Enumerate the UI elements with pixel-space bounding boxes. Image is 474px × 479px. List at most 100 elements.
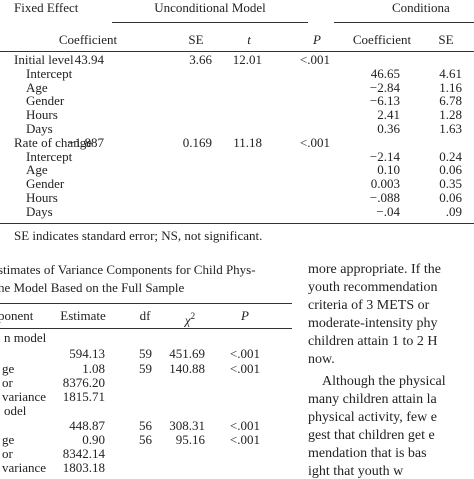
row-label: or [2,446,13,461]
cell: 448.87 [69,418,105,433]
text-line: physical activity, few e [308,410,437,425]
column-header: SE [438,32,454,47]
row-label: or [2,375,13,390]
row-label: ge [2,432,15,447]
cell: 8376.20 [62,375,105,390]
cell: 1.16 [439,79,462,95]
cell: .09 [445,203,462,219]
cell: 0.10 [377,162,400,178]
cell: 56 [139,432,152,447]
text-line: Although the physical [322,374,446,389]
cell: <.001 [229,346,260,361]
section-label: odel [4,403,27,418]
cell: 0.90 [82,432,105,447]
cell: 56 [139,418,152,433]
cell: 95.16 [175,432,205,447]
cell: −2.14 [369,148,400,164]
footnote: SE indicates standard error; NS, not sig… [14,228,263,243]
row-label: Initial level [14,52,74,67]
cell: 1.28 [439,107,462,123]
column-header: Coefficient [58,32,118,47]
cell: −1.887 [67,134,104,150]
cell: 8342.14 [62,446,105,461]
column-header: Coefficient [352,32,412,47]
cell: −2.84 [369,79,400,95]
cell: 0.06 [439,162,462,178]
cell: 0.169 [182,134,212,150]
rule [334,22,474,23]
cell: 1.08 [82,361,105,376]
text-line: more appropriate. If the [308,262,441,277]
row-label: Rate of change [14,134,92,150]
column-header: χ2 [184,311,196,328]
cell: <.001 [229,432,260,447]
cell: 0.06 [439,190,462,205]
cell: 0.36 [377,121,400,136]
row-label: Gender [26,176,65,192]
cell: 451.69 [169,346,205,361]
row-label: Days [26,203,53,219]
rule [0,223,474,224]
text-line: now. [308,352,335,367]
column-header: Unconditional Model [154,0,266,15]
column-header: P [241,308,249,323]
cell: 308.31 [169,418,205,433]
rule [112,22,308,23]
row-label: variance [2,460,47,475]
row-label: Intercept [26,148,73,164]
text-line: mendation that is bas [308,446,427,461]
cell: 3.66 [189,52,212,67]
superscript: 2 [190,311,196,321]
row-label: Hours [26,190,58,205]
cell: 0.003 [370,176,400,192]
text-line: gest that children get e [308,428,435,443]
text-line: moderate-intensity phy [308,316,438,331]
cell: <.001 [299,134,330,150]
text-line: many children attain la [308,392,437,407]
column-header: Estimate [60,308,106,323]
table-caption: he Model Based on the Full Sample [0,280,185,295]
cell: 4.61 [439,65,462,81]
cell: 0.24 [439,148,462,164]
cell: 2.41 [377,107,400,123]
rule [0,328,292,329]
cell: <.001 [229,418,260,433]
cell: <.001 [299,52,330,67]
cell: 59 [139,346,152,361]
text-line: children attain 1 to 2 H [308,334,438,349]
cell: −.04 [376,203,400,219]
cell: <.001 [229,361,260,376]
column-header: df [139,308,151,323]
cell: 0.35 [439,176,462,192]
column-header: SE [188,32,204,47]
cell: −.088 [369,190,400,205]
row-label: Hours [26,107,58,123]
cell: 43.94 [74,52,104,67]
cell: 12.01 [232,52,262,67]
column-header: P [313,32,321,47]
column-header: Conditiona [392,0,450,15]
rule [0,51,474,52]
column-header: ponent [0,308,34,323]
row-label: ge [2,361,15,376]
table-caption: stimates of Variance Components for Chil… [0,262,256,277]
cell: 1815.71 [62,389,105,404]
cell: 6.78 [439,93,462,109]
cell: 140.88 [169,361,205,376]
row-label: Intercept [26,65,73,81]
cell: 1.63 [439,121,462,136]
section-label: n model [4,330,47,345]
row-label: variance [2,389,47,404]
row-label: Days [26,121,53,136]
cell: 1803.18 [62,460,105,475]
cell: 46.65 [370,65,400,81]
cell: 59 [139,361,152,376]
text-line: youth recommendation [308,280,438,295]
cell: 594.13 [69,346,105,361]
text-line: criteria of 3 METS or [308,298,430,313]
row-label: Age [26,79,48,95]
column-header: Fixed Effect [14,0,79,15]
row-label: Gender [26,93,65,109]
row-label: Age [26,162,48,178]
